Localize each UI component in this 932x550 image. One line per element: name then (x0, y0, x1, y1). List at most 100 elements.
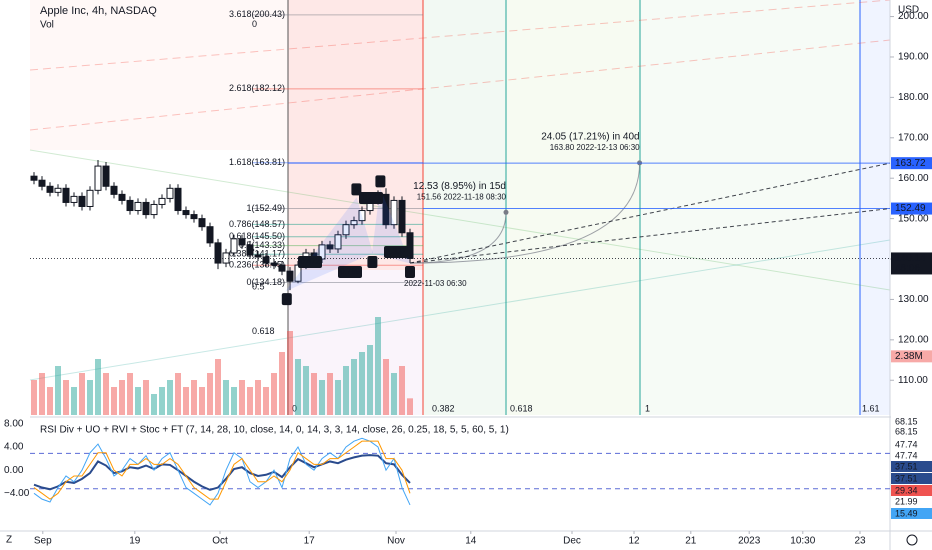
volume-bar (199, 387, 205, 415)
fib-label: 2.618(182.12) (229, 83, 285, 93)
pattern-point: C (375, 175, 386, 188)
volume-bar (287, 331, 293, 415)
volume-bar (39, 373, 45, 415)
settings-icon[interactable] (906, 534, 918, 546)
faint-label: 0 (252, 19, 257, 29)
x-tick-label: Nov (387, 536, 405, 547)
pattern-point-box (405, 266, 415, 279)
pattern-point-label: A (354, 185, 360, 194)
candle-body (150, 203, 158, 216)
candle-body (230, 238, 238, 254)
candle-body (190, 214, 198, 220)
volume-bar (223, 380, 229, 415)
candle-body (142, 201, 150, 216)
volume-bar (383, 359, 389, 415)
volume-bar (111, 387, 117, 415)
volume-bar (295, 359, 301, 415)
candle-body (334, 234, 342, 250)
y-tick-label: 160.00 (898, 173, 929, 184)
indicator-badge (891, 439, 932, 450)
ratio-label: 0.472 (300, 257, 321, 266)
projection-curve (409, 212, 507, 264)
volume-bar (247, 387, 253, 415)
volume-bar (407, 398, 413, 415)
indicator-line (33, 437, 411, 506)
y-tick-label: 200.00 (898, 11, 929, 22)
candle-body (78, 195, 86, 207)
volume-bar (159, 387, 165, 415)
volume-bar (359, 352, 365, 415)
projection-detail: 151.56 2022-11-18 08:30 (417, 192, 507, 201)
chart-title: Apple Inc, 4h, NASDAQ (40, 5, 157, 17)
ratio-box (298, 256, 322, 268)
d-time: 2022-11-03 06:30 (404, 279, 467, 288)
indicator-badge-label: 21.99 (895, 496, 918, 506)
volume-bar (183, 387, 189, 415)
pattern-point-box (281, 293, 292, 306)
indicator-tick-label: 4.00 (4, 442, 24, 453)
volume-bar (55, 366, 61, 415)
candle-body (206, 226, 214, 244)
candle-body (382, 193, 390, 226)
time-zone-label: 0 (292, 403, 297, 413)
candle-body (158, 197, 166, 205)
volume-bar (375, 317, 381, 415)
candle-body (94, 165, 102, 191)
volume-bar (335, 380, 341, 415)
indicator-badge-label: 29.34 (895, 485, 918, 495)
pattern-point: A (351, 183, 362, 196)
projection-text: 12.53 (8.95%) in 15d (413, 181, 506, 192)
volume-badge (891, 350, 932, 363)
volume-bar (319, 380, 325, 415)
candle-body (126, 199, 134, 212)
y-tick-label: 120.00 (898, 334, 929, 345)
indicator-tick-label: −4.00 (4, 488, 30, 499)
candle-body (358, 210, 366, 222)
faint-label: 0.618 (252, 326, 275, 336)
volume-bar (143, 380, 149, 415)
indicator-badge (891, 450, 932, 461)
fib-label: 0.382(141.17) (229, 249, 285, 259)
candle-body (134, 201, 142, 212)
pattern-point: X (281, 293, 292, 306)
corner-label[interactable]: Z (6, 535, 12, 546)
countdown: 48:06 (895, 263, 920, 274)
volume-bar (351, 359, 357, 415)
x-tick-label: Oct (212, 536, 228, 547)
fib-label: 0.5(143.33) (239, 240, 285, 250)
candle-body (246, 244, 254, 256)
indicator-title: RSI Div + UO + RVI + Stoc + FT (7, 14, 2… (40, 425, 509, 436)
candle-body (198, 218, 206, 228)
candle-body (38, 179, 46, 187)
pattern-point: B (367, 255, 378, 268)
candle-body (86, 189, 94, 207)
volume-bar (87, 380, 93, 415)
candle-body (254, 254, 262, 258)
currency: USD (898, 5, 919, 16)
x-tick-label: 14 (465, 536, 477, 547)
x-tick-label: Sep (34, 536, 52, 547)
volume-bar (391, 373, 397, 415)
candle-body (70, 195, 78, 203)
candle-body (262, 256, 270, 264)
indicator-badge (891, 461, 932, 472)
volume-bar (311, 373, 317, 415)
candle-body (398, 199, 406, 234)
x-tick-label: 19 (129, 536, 141, 547)
y-tick-label: 170.00 (898, 132, 929, 143)
volume-bar (151, 394, 157, 415)
candle-body (166, 187, 174, 199)
volume-bar (231, 387, 237, 415)
candle-body (390, 199, 398, 226)
pattern-point-box (375, 175, 386, 188)
indicator-badge-label: 37.51 (895, 473, 918, 483)
price-badge-label: 140.14 (895, 253, 926, 264)
time-zone-label: 1.61 (862, 403, 880, 413)
volume-bar (367, 345, 373, 415)
volume-bar (31, 380, 37, 415)
volume-bar (207, 373, 213, 415)
indicator-badge (891, 508, 932, 519)
pattern-point-box (367, 255, 378, 268)
candle-body (182, 210, 190, 216)
